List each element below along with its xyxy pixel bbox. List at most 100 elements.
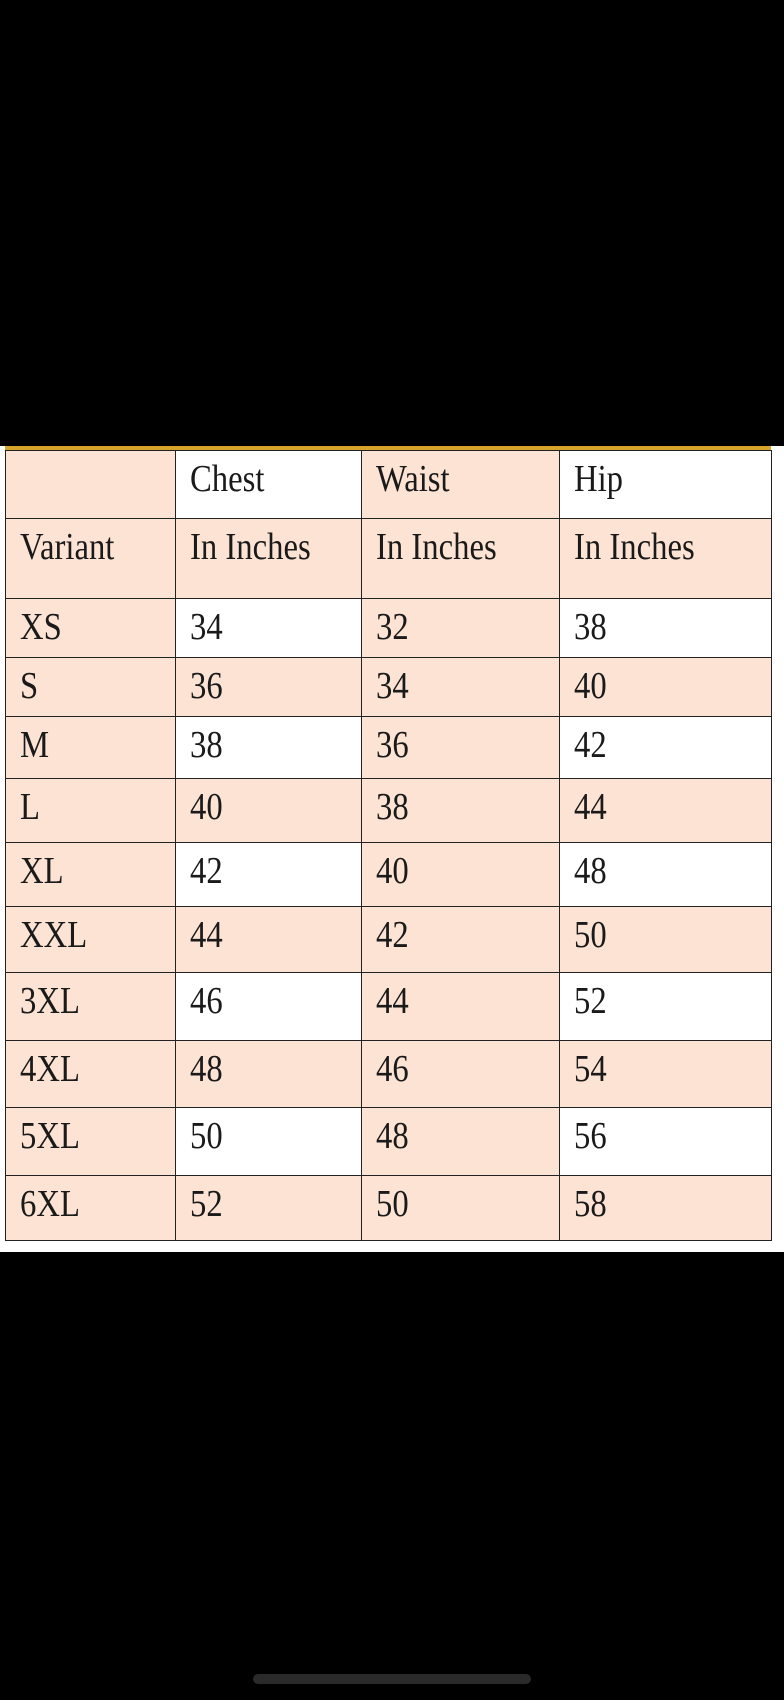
- table-row: 3XL 46 44 52: [5, 972, 772, 1041]
- measurement-cell: 36: [361, 716, 560, 779]
- header-cell: In Inches: [175, 518, 362, 599]
- cell-text: 48: [376, 1115, 409, 1157]
- table-row: S 36 34 40: [5, 657, 772, 717]
- cell-text: 48: [190, 1048, 223, 1090]
- top-accent-line: [5, 446, 771, 450]
- table-row: 5XL 50 48 56: [5, 1107, 772, 1176]
- measurement-cell: 52: [559, 972, 772, 1041]
- cell-text: Variant: [20, 526, 115, 568]
- cell-text: In Inches: [190, 526, 311, 568]
- table-row: 6XL 52 50 58: [5, 1175, 772, 1241]
- measurement-cell: 34: [361, 657, 560, 717]
- variant-cell: L: [5, 778, 176, 843]
- measurement-cell: 50: [559, 906, 772, 973]
- cell-text: 50: [376, 1183, 409, 1225]
- cell-text: M: [20, 724, 50, 766]
- measurement-cell: 44: [559, 778, 772, 843]
- cell-text: 40: [574, 665, 607, 707]
- variant-cell: 6XL: [5, 1175, 176, 1241]
- header-cell: Waist: [361, 450, 560, 519]
- cell-text: 38: [376, 786, 409, 828]
- cell-text: 58: [574, 1183, 607, 1225]
- header-cell: Hip: [559, 450, 772, 519]
- measurement-cell: 52: [175, 1175, 362, 1241]
- variant-cell: XS: [5, 598, 176, 658]
- measurement-cell: 48: [559, 842, 772, 907]
- measurement-cell: 44: [361, 972, 560, 1041]
- measurement-cell: 40: [361, 842, 560, 907]
- cell-text: XL: [20, 850, 64, 892]
- measurement-cell: 40: [175, 778, 362, 843]
- measurement-cell: 38: [361, 778, 560, 843]
- measurement-cell: 34: [175, 598, 362, 658]
- cell-text: 34: [190, 606, 223, 648]
- measurement-cell: 44: [175, 906, 362, 973]
- variant-cell: 3XL: [5, 972, 176, 1041]
- cell-text: 38: [574, 606, 607, 648]
- cell-text: 38: [190, 724, 223, 766]
- cell-text: 46: [376, 1048, 409, 1090]
- measurement-cell: 54: [559, 1040, 772, 1108]
- measurement-cell: 42: [559, 716, 772, 779]
- header-cell: Variant: [5, 518, 176, 599]
- measurement-cell: 50: [175, 1107, 362, 1176]
- table-row: XL 42 40 48: [5, 842, 772, 907]
- table-row: M 38 36 42: [5, 716, 772, 779]
- variant-cell: 4XL: [5, 1040, 176, 1108]
- header-cell: In Inches: [361, 518, 560, 599]
- cell-text: 56: [574, 1115, 607, 1157]
- cell-text: Hip: [574, 458, 624, 500]
- measurement-cell: 36: [175, 657, 362, 717]
- measurement-cell: 56: [559, 1107, 772, 1176]
- table-row: XS 34 32 38: [5, 598, 772, 658]
- cell-text: Waist: [376, 458, 450, 500]
- measurement-cell: 38: [559, 598, 772, 658]
- measurement-cell: 46: [361, 1040, 560, 1108]
- measurement-cell: 46: [175, 972, 362, 1041]
- cell-text: 3XL: [20, 980, 80, 1022]
- cell-text: Chest: [190, 458, 265, 500]
- cell-text: S: [20, 665, 39, 707]
- cell-text: 52: [190, 1183, 223, 1225]
- cell-text: 34: [376, 665, 409, 707]
- home-indicator[interactable]: [253, 1674, 531, 1684]
- measurement-cell: 48: [361, 1107, 560, 1176]
- cell-text: 36: [376, 724, 409, 766]
- cell-text: 40: [376, 850, 409, 892]
- header-row: Variant In Inches In Inches In Inches: [5, 518, 772, 599]
- cell-text: 50: [190, 1115, 223, 1157]
- cell-text: 50: [574, 914, 607, 956]
- cell-text: 44: [574, 786, 607, 828]
- cell-text: 42: [190, 850, 223, 892]
- cell-text: 6XL: [20, 1183, 80, 1225]
- measurement-cell: 48: [175, 1040, 362, 1108]
- cell-text: 44: [190, 914, 223, 956]
- variant-cell: 5XL: [5, 1107, 176, 1176]
- header-row: Chest Waist Hip: [5, 450, 772, 519]
- cell-text: 32: [376, 606, 409, 648]
- cell-text: XS: [20, 606, 62, 648]
- cell-text: 42: [574, 724, 607, 766]
- measurement-cell: 38: [175, 716, 362, 779]
- measurement-cell: 42: [175, 842, 362, 907]
- cell-text: In Inches: [574, 526, 695, 568]
- cell-text: 44: [376, 980, 409, 1022]
- cell-text: L: [20, 786, 40, 828]
- cell-text: 4XL: [20, 1048, 80, 1090]
- cell-text: 46: [190, 980, 223, 1022]
- cell-text: 54: [574, 1048, 607, 1090]
- header-cell: [5, 450, 176, 519]
- cell-text: In Inches: [376, 526, 497, 568]
- variant-cell: M: [5, 716, 176, 779]
- variant-cell: XL: [5, 842, 176, 907]
- cell-text: 48: [574, 850, 607, 892]
- table-row: 4XL 48 46 54: [5, 1040, 772, 1108]
- cell-text: 42: [376, 914, 409, 956]
- cell-text: 36: [190, 665, 223, 707]
- size-chart-table: Chest Waist Hip Variant In Inches In Inches In…: [5, 450, 772, 1241]
- cell-text: 5XL: [20, 1115, 80, 1157]
- cell-text: 52: [574, 980, 607, 1022]
- table-row: L 40 38 44: [5, 778, 772, 843]
- variant-cell: XXL: [5, 906, 176, 973]
- measurement-cell: 40: [559, 657, 772, 717]
